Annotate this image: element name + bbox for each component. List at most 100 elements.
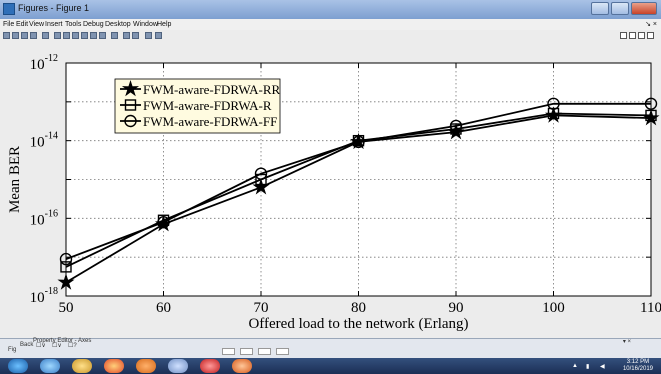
zoom-in-icon[interactable] xyxy=(54,32,61,39)
series-line-square xyxy=(65,112,652,268)
x-tick-label: 110 xyxy=(640,300,661,316)
pdf-reader-icon[interactable] xyxy=(200,359,220,373)
clock-time: 3:12 PM xyxy=(626,359,650,365)
split-horizontal-icon[interactable] xyxy=(629,32,636,39)
property-editor-input-3[interactable] xyxy=(258,348,271,355)
legend-label: FWM-aware-FDRWA-FF xyxy=(143,114,277,129)
data-point-star xyxy=(57,273,75,290)
clock-date: 10/16/2019 xyxy=(622,366,653,372)
x-tick-label: 50 xyxy=(59,300,74,316)
y-tick-label: 10-12 xyxy=(30,53,58,73)
menu-dock-controls[interactable]: ↘ × xyxy=(645,21,657,28)
menu-view[interactable]: View xyxy=(29,21,45,28)
window-title-bar: Figures - Figure 1 xyxy=(0,0,661,19)
matlab-icon[interactable] xyxy=(232,359,252,373)
legend-box xyxy=(114,78,281,134)
colorbar-icon[interactable] xyxy=(123,32,130,39)
legend-marker-circle xyxy=(124,114,137,128)
x-axis-label: Offered load to the network (Erlang) xyxy=(248,316,468,332)
open-icon[interactable] xyxy=(12,32,19,39)
data-point-circle xyxy=(59,252,73,266)
tray-arrow-icon[interactable]: ▲ xyxy=(572,363,578,369)
menu-desktop[interactable]: Desktop xyxy=(105,21,131,28)
menu-bar: File Edit View Insert Tools Debug Deskto… xyxy=(0,19,661,30)
browser-icon[interactable] xyxy=(40,359,60,373)
y-axis-label: Mean BER xyxy=(7,146,23,213)
property-editor-input-4[interactable] xyxy=(276,348,289,355)
property-editor-field-1[interactable]: ☐∨ xyxy=(36,343,46,349)
property-editor-fig-label: Fig xyxy=(8,347,17,353)
data-point-circle xyxy=(254,167,268,180)
x-tick-label: 80 xyxy=(351,300,366,316)
data-point-circle xyxy=(449,119,463,133)
data-point-square xyxy=(645,109,657,122)
data-point-circle xyxy=(644,97,658,110)
new-figure-icon[interactable] xyxy=(3,32,10,39)
y-tick-label: 10-18 xyxy=(30,286,58,306)
volume-icon[interactable]: ◀ xyxy=(600,364,605,370)
menu-window[interactable]: Window xyxy=(133,21,158,28)
series-line-circle xyxy=(65,102,651,260)
property-editor-title: Property Editor - Axes xyxy=(33,338,92,344)
minimize-button[interactable] xyxy=(591,2,609,15)
legend-marker-square xyxy=(124,99,137,111)
menu-insert[interactable]: Insert xyxy=(45,21,63,28)
save-icon[interactable] xyxy=(21,32,28,39)
property-editor-field-2[interactable]: ☐∨ xyxy=(52,343,62,349)
figure-toolbar xyxy=(0,30,661,43)
menu-file[interactable]: File xyxy=(3,21,15,28)
x-tick-label: 90 xyxy=(449,300,464,316)
close-button[interactable] xyxy=(631,2,657,15)
property-editor-field-3[interactable]: ☐? xyxy=(68,343,77,349)
media-player-icon[interactable] xyxy=(136,359,156,373)
y-tick-label: 10-14 xyxy=(30,131,58,151)
property-editor-panel: Property Editor - Axes ▾ × Fig Back ☐∨ ☐… xyxy=(0,338,661,359)
x-tick-label: 100 xyxy=(542,300,565,316)
file-explorer-icon[interactable] xyxy=(72,359,92,373)
menu-tools[interactable]: Tools xyxy=(65,21,82,28)
rotate-icon[interactable] xyxy=(81,32,88,39)
link-icon[interactable] xyxy=(111,32,118,39)
print-icon[interactable] xyxy=(30,32,37,39)
property-editor-back-label[interactable]: Back xyxy=(20,342,34,348)
split-vertical-icon[interactable] xyxy=(638,32,645,39)
system-clock[interactable]: 3:12 PM 10/16/2019 xyxy=(623,359,653,373)
brush-icon[interactable] xyxy=(99,32,106,39)
legend-icon[interactable] xyxy=(132,32,139,39)
menu-help[interactable]: Help xyxy=(157,21,172,28)
network-icon[interactable]: ▮ xyxy=(586,364,590,370)
mean-ber-chart: 50 60 70 80 90 100 110 10-12 10-14 10-16 10-18 Offe… xyxy=(7,53,661,332)
taskbar: ▲ ▮ ◀ 3:12 PM 10/16/2019 xyxy=(0,358,661,374)
data-point-circle xyxy=(157,216,170,229)
x-tick-label: 70 xyxy=(254,300,269,316)
x-tick-label: 60 xyxy=(156,300,171,316)
figure-canvas: 50 60 70 80 90 100 110 10-12 10-14 10-16 10-18 Offe… xyxy=(0,42,661,338)
y-tick-label: 10-16 xyxy=(30,208,58,228)
show-plot-tools-icon[interactable] xyxy=(155,32,162,39)
zoom-out-icon[interactable] xyxy=(63,32,70,39)
property-editor-input-2[interactable] xyxy=(240,348,253,355)
property-editor-close[interactable]: ▾ × xyxy=(622,339,631,345)
start-button[interactable] xyxy=(8,359,28,373)
menu-edit[interactable]: Edit xyxy=(16,21,29,28)
data-point-square xyxy=(60,261,72,273)
figure-window-icon xyxy=(3,3,15,15)
property-editor-input-1[interactable] xyxy=(222,348,235,355)
menu-debug[interactable]: Debug xyxy=(83,21,104,28)
data-point-circle xyxy=(547,97,560,110)
edit-plot-icon[interactable] xyxy=(42,32,49,39)
tile-icon[interactable] xyxy=(620,32,627,39)
chrome-icon[interactable] xyxy=(104,359,124,373)
data-cursor-icon[interactable] xyxy=(90,32,97,39)
pan-icon[interactable] xyxy=(72,32,79,39)
taskbar-app-icon[interactable] xyxy=(168,359,188,373)
legend: FWM-aware-FDRWA-RRFWM-aware-FDRWA-RFWM-a… xyxy=(114,78,281,134)
legend-label: FWM-aware-FDRWA-RR xyxy=(143,82,281,97)
data-point-square xyxy=(547,107,560,120)
legend-label: FWM-aware-FDRWA-R xyxy=(143,98,272,113)
undock-icon[interactable] xyxy=(647,32,654,39)
hide-plot-tools-icon[interactable] xyxy=(145,32,152,39)
maximize-button[interactable] xyxy=(611,2,629,15)
legend-marker-star xyxy=(121,80,140,97)
window-title: Figures - Figure 1 xyxy=(18,3,90,13)
